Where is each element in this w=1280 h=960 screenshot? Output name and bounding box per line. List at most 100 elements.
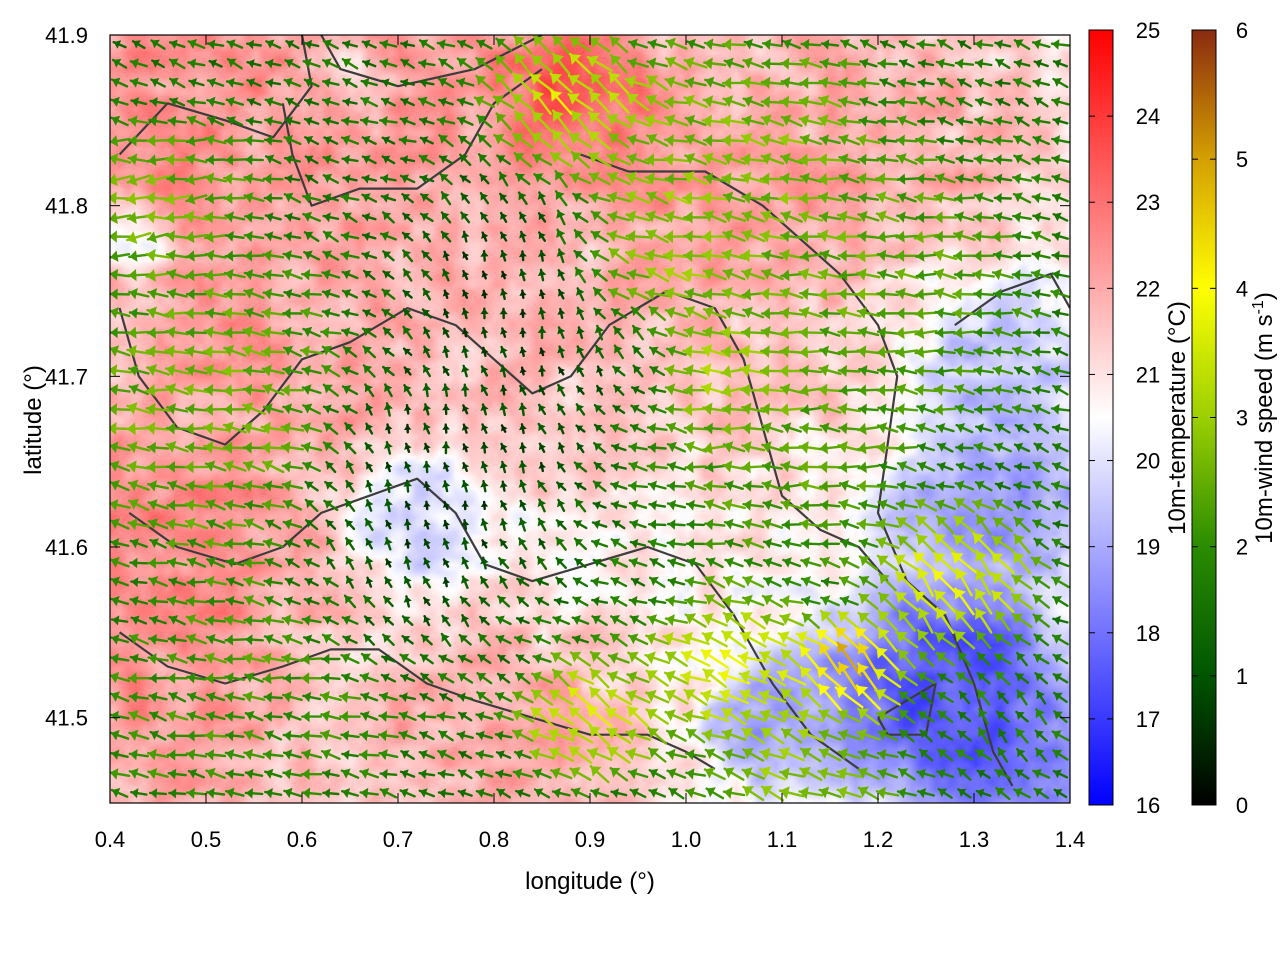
wind-arrow xyxy=(206,77,225,88)
wind-arrow xyxy=(724,480,744,492)
wind-arrow xyxy=(263,576,283,588)
wind-arrow xyxy=(262,614,285,627)
wind-arrow xyxy=(703,57,727,70)
wind-arrow xyxy=(837,610,862,631)
wind-arrow xyxy=(995,710,1010,723)
wind-arrow xyxy=(613,344,624,360)
wind-arrow xyxy=(145,384,171,397)
wind-arrow xyxy=(836,306,862,319)
wind-arrow xyxy=(704,518,726,531)
wind-arrow xyxy=(819,326,841,338)
wind-arrow xyxy=(740,153,766,166)
wind-arrow xyxy=(243,614,265,627)
wind-arrow xyxy=(1034,672,1049,685)
wind-arrow xyxy=(204,249,227,262)
wind-arrow xyxy=(780,498,803,511)
wind-arrow xyxy=(974,749,993,761)
wind-arrow xyxy=(723,767,745,781)
wind-arrow xyxy=(797,708,825,723)
wind-arrow xyxy=(185,153,208,165)
wind-arrow xyxy=(933,268,957,281)
wind-arrow xyxy=(856,172,881,185)
wind-arrow xyxy=(624,248,652,262)
wind-arrow xyxy=(817,114,843,127)
wind-arrow xyxy=(359,787,379,799)
wind-arrow xyxy=(702,95,727,108)
wind-arrow xyxy=(625,171,651,185)
wind-arrow xyxy=(147,518,169,530)
wind-arrow xyxy=(1052,384,1069,396)
wind-arrow xyxy=(129,77,149,88)
wind-arrow xyxy=(513,749,532,760)
wind-arrow xyxy=(995,58,1011,70)
wind-arrow xyxy=(632,364,644,378)
wind-arrow xyxy=(683,249,709,263)
y-tick-label: 41.9 xyxy=(45,23,88,48)
wind-arrow xyxy=(494,691,513,703)
wind-arrow xyxy=(341,327,359,338)
wind-arrow xyxy=(381,654,396,664)
wind-arrow xyxy=(646,461,668,473)
wind-arrow xyxy=(184,517,209,530)
wind-arrow xyxy=(441,383,451,397)
wind-arrow xyxy=(361,39,377,49)
wind-arrow xyxy=(741,767,765,780)
wind-arrow xyxy=(895,442,918,454)
wind-arrow xyxy=(955,116,974,127)
wind-arrow xyxy=(976,671,991,685)
wind-arrow xyxy=(973,153,994,166)
wind-arrow xyxy=(781,422,802,434)
wind-arrow xyxy=(382,250,395,262)
wind-arrow xyxy=(126,402,152,415)
wind-arrow xyxy=(1011,173,1033,185)
wind-arrow xyxy=(282,365,303,377)
wind-arrow xyxy=(917,710,935,723)
wind-arrow xyxy=(480,518,489,531)
wind-arrow xyxy=(185,250,208,262)
wind-arrow xyxy=(1016,689,1028,706)
wind-arrow xyxy=(110,268,131,281)
wind-arrow xyxy=(666,538,687,550)
wind-arrow xyxy=(321,653,341,665)
wind-arrow xyxy=(631,385,645,395)
wind-arrow xyxy=(184,173,208,186)
wind-arrow xyxy=(837,326,862,339)
wind-arrow xyxy=(185,269,208,282)
wind-arrow xyxy=(499,192,509,204)
wind-arrow xyxy=(404,461,412,473)
wind-arrow xyxy=(876,153,899,166)
wind-arrow xyxy=(165,326,189,339)
wind-arrow xyxy=(423,442,431,453)
wind-arrow xyxy=(798,345,824,359)
wind-arrow xyxy=(897,609,916,632)
wind-arrow xyxy=(147,288,169,300)
wind-arrow xyxy=(243,154,264,166)
wind-arrow xyxy=(700,689,730,703)
wind-arrow xyxy=(385,558,393,568)
wind-arrow xyxy=(222,384,248,397)
wind-arrow xyxy=(683,383,708,397)
wind-arrow xyxy=(569,37,592,53)
wind-arrow xyxy=(973,384,994,396)
wind-arrow xyxy=(184,460,209,474)
wind-arrow xyxy=(1031,173,1052,185)
wind-arrow xyxy=(246,97,262,107)
wind-arrow xyxy=(205,691,226,703)
wind-arrow xyxy=(741,229,766,243)
wind-arrow xyxy=(400,97,415,107)
wind-arrow xyxy=(837,115,861,128)
wind-arrow xyxy=(538,461,546,473)
wind-arrow xyxy=(281,460,304,473)
wind-arrow xyxy=(282,518,303,530)
wind-arrow xyxy=(531,153,553,166)
wind-arrow xyxy=(1012,77,1032,88)
wind-arrow xyxy=(895,134,918,147)
wind-arrow xyxy=(456,116,474,126)
wind-arrow xyxy=(458,711,473,722)
wind-arrow xyxy=(440,211,452,224)
wind-arrow xyxy=(322,404,339,414)
wind-arrow xyxy=(952,534,977,554)
wind-arrow xyxy=(1052,442,1069,453)
wind-arrow xyxy=(129,557,149,569)
wind-arrow xyxy=(592,558,607,568)
